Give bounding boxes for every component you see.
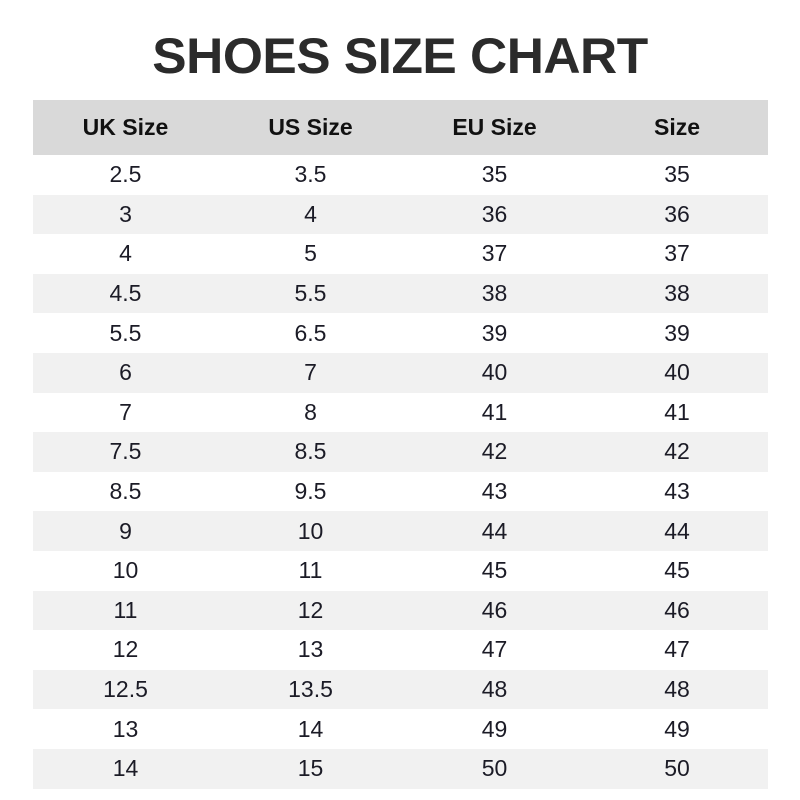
table-cell-us: 8.5 <box>218 432 403 472</box>
table-cell-uk: 7 <box>33 392 218 433</box>
table-cell-eu: 45 <box>403 550 586 591</box>
table-cell-us: 12 <box>218 590 403 631</box>
table-row: 11 12 46 46 <box>33 590 768 631</box>
table-cell-uk: 12.5 <box>33 669 218 710</box>
table-header: UK Size US Size EU Size Size <box>33 100 768 155</box>
column-header-label: Size <box>653 114 701 140</box>
table-cell-uk: 2.5 <box>33 155 218 195</box>
table-row: 12.5 13.5 48 48 <box>33 669 768 710</box>
table-cell-uk: 10 <box>33 550 218 591</box>
table-cell-uk: 13 <box>33 709 218 749</box>
table-row: 14 15 50 50 <box>33 748 768 789</box>
column-header-label: EU Size <box>452 114 537 140</box>
table-row: 4.5 5.5 38 38 <box>33 273 768 314</box>
table-cell-us: 4 <box>218 194 403 235</box>
column-header-size: Size <box>586 100 768 155</box>
table-cell-eu: 43 <box>403 471 586 512</box>
table-cell-uk: 9 <box>33 511 218 551</box>
table-cell-uk: 8.5 <box>33 471 218 512</box>
table-row: 3 4 36 36 <box>33 194 768 235</box>
table-row: 7.5 8.5 42 42 <box>33 432 768 472</box>
table-row: 12 13 47 47 <box>33 630 768 670</box>
table-cell-us: 7 <box>218 352 403 393</box>
table-cell-uk: 7.5 <box>33 432 218 472</box>
table-cell-eu: 46 <box>403 590 586 631</box>
table-cell-size: 40 <box>586 352 768 393</box>
table-cell-size: 35 <box>586 155 768 195</box>
table-cell-size: 36 <box>586 194 768 235</box>
table-cell-uk: 11 <box>33 590 218 631</box>
table-cell-eu: 38 <box>403 273 586 314</box>
table-cell-size: 48 <box>586 669 768 710</box>
table-row: 7 8 41 41 <box>33 392 768 433</box>
table-cell-size: 39 <box>586 313 768 353</box>
table-cell-uk: 4.5 <box>33 273 218 314</box>
table-cell-eu: 48 <box>403 669 586 710</box>
table-cell-eu: 50 <box>403 748 586 789</box>
column-header-eu-size: EU Size <box>403 100 586 155</box>
table-cell-us: 3.5 <box>218 155 403 195</box>
table-cell-eu: 40 <box>403 352 586 393</box>
table-body: 2.5 3.5 35 35 3 4 36 36 4 5 37 37 4.5 5.5 38 38 5.5 6.5 39… <box>33 155 768 789</box>
table-cell-eu: 35 <box>403 155 586 195</box>
table-cell-eu: 36 <box>403 194 586 235</box>
table-row: 9 10 44 44 <box>33 511 768 551</box>
shoe-size-table: UK Size US Size EU Size Size 2.5 3.5 35 35 3… <box>33 100 768 789</box>
table-cell-us: 5.5 <box>218 273 403 314</box>
table-cell-size: 41 <box>586 392 768 433</box>
table-cell-us: 6.5 <box>218 313 403 353</box>
table-cell-eu: 49 <box>403 709 586 749</box>
table-cell-eu: 47 <box>403 630 586 670</box>
table-cell-eu: 37 <box>403 234 586 274</box>
table-cell-size: 46 <box>586 590 768 631</box>
table-cell-size: 50 <box>586 748 768 789</box>
size-chart-table-container: UK Size US Size EU Size Size 2.5 3.5 35 35 3… <box>33 100 768 789</box>
table-row: 8.5 9.5 43 43 <box>33 471 768 512</box>
table-cell-eu: 44 <box>403 511 586 551</box>
table-cell-eu: 42 <box>403 432 586 472</box>
table-cell-us: 10 <box>218 511 403 551</box>
table-cell-uk: 12 <box>33 630 218 670</box>
table-cell-us: 13.5 <box>218 669 403 710</box>
table-cell-size: 44 <box>586 511 768 551</box>
column-header-us-size: US Size <box>218 100 403 155</box>
table-row: 13 14 49 49 <box>33 709 768 749</box>
table-cell-us: 14 <box>218 709 403 749</box>
table-cell-us: 8 <box>218 392 403 433</box>
table-row: 4 5 37 37 <box>33 234 768 274</box>
table-cell-us: 5 <box>218 234 403 274</box>
page-title: SHOES SIZE CHART <box>152 28 648 84</box>
table-cell-uk: 3 <box>33 194 218 235</box>
table-cell-uk: 5.5 <box>33 313 218 353</box>
table-header-row: UK Size US Size EU Size Size <box>33 100 768 155</box>
table-cell-us: 13 <box>218 630 403 670</box>
table-cell-size: 45 <box>586 550 768 591</box>
table-row: 6 7 40 40 <box>33 352 768 393</box>
table-cell-us: 11 <box>218 550 403 591</box>
table-cell-size: 47 <box>586 630 768 670</box>
table-cell-us: 15 <box>218 748 403 789</box>
column-header-label: UK Size <box>82 114 169 140</box>
column-header-uk-size: UK Size <box>33 100 218 155</box>
table-cell-uk: 6 <box>33 352 218 393</box>
table-cell-size: 37 <box>586 234 768 274</box>
table-row: 5.5 6.5 39 39 <box>33 313 768 353</box>
table-cell-eu: 41 <box>403 392 586 433</box>
table-row: 2.5 3.5 35 35 <box>33 155 768 195</box>
table-cell-eu: 39 <box>403 313 586 353</box>
table-cell-size: 43 <box>586 471 768 512</box>
column-header-label: US Size <box>268 114 353 140</box>
table-cell-size: 38 <box>586 273 768 314</box>
table-cell-uk: 4 <box>33 234 218 274</box>
table-cell-size: 49 <box>586 709 768 749</box>
table-cell-uk: 14 <box>33 748 218 789</box>
table-cell-size: 42 <box>586 432 768 472</box>
table-row: 10 11 45 45 <box>33 550 768 591</box>
table-cell-us: 9.5 <box>218 471 403 512</box>
